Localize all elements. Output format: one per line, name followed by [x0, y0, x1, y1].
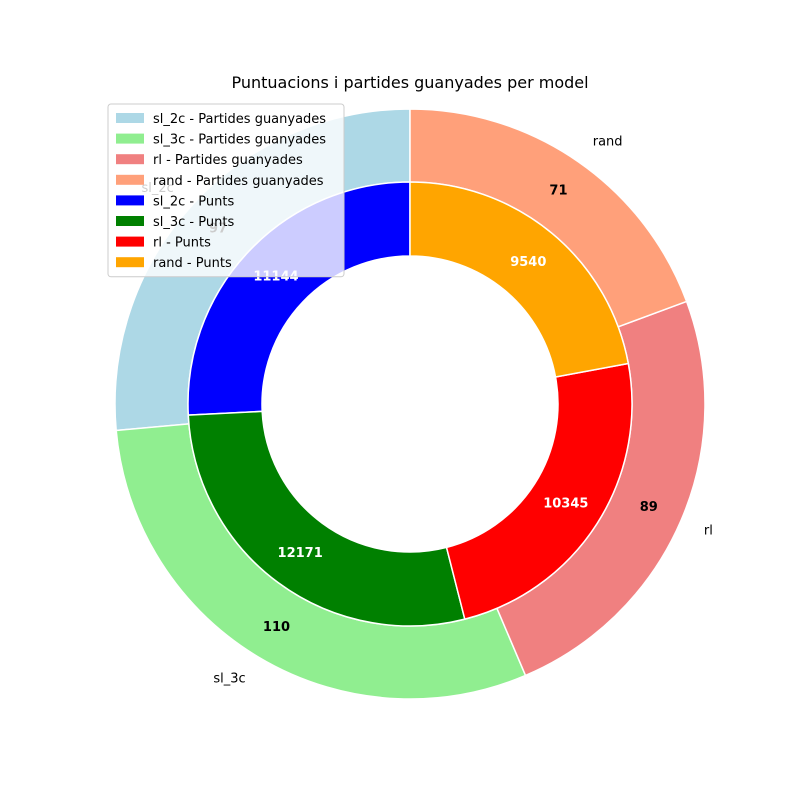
inner-slice-rand	[409, 181, 630, 378]
legend-swatch	[116, 195, 144, 206]
category-label-rand: rand	[593, 134, 623, 149]
legend: sl_2c - Partides guanyades sl_3c - Partid…	[107, 103, 345, 278]
outer-value-label-rand: 71	[549, 184, 567, 199]
inner-value-label-rand: 9540	[510, 255, 546, 270]
legend-swatch	[116, 216, 144, 226]
inner-slice-sl_3c	[187, 410, 466, 627]
legend-label: rand - Punts	[153, 256, 232, 271]
legend-swatch	[116, 113, 144, 123]
legend-swatch	[116, 257, 144, 268]
category-label-sl_3c: sl_3c	[213, 672, 245, 687]
legend-swatch	[116, 154, 144, 165]
inner-ring	[187, 181, 633, 627]
legend-swatch	[116, 174, 144, 185]
legend-label: rl - Punts	[153, 236, 211, 251]
chart-title: Puntuacions i partides guanyades per mod…	[231, 73, 588, 92]
legend-label: rand - Partides guanyades	[153, 174, 324, 189]
inner-value-label-rl: 10345	[543, 497, 588, 512]
legend-swatch	[116, 133, 144, 144]
legend-swatch	[116, 236, 144, 247]
legend-label: sl_2c - Punts	[153, 194, 234, 209]
inner-slice-rl	[445, 362, 633, 621]
legend-label: sl_2c - Partides guanyades	[153, 112, 326, 127]
legend-label: sl_3c - Punts	[153, 215, 234, 230]
inner-value-label-sl_3c: 12171	[278, 546, 323, 561]
outer-value-label-rl: 89	[640, 500, 658, 515]
legend-label: rl - Partides guanyades	[153, 153, 303, 168]
outer-value-label-sl_3c: 110	[263, 620, 290, 635]
category-label-rl: rl	[704, 524, 713, 539]
legend-frame	[107, 103, 345, 278]
legend-label: sl_3c - Partides guanyades	[153, 133, 326, 148]
